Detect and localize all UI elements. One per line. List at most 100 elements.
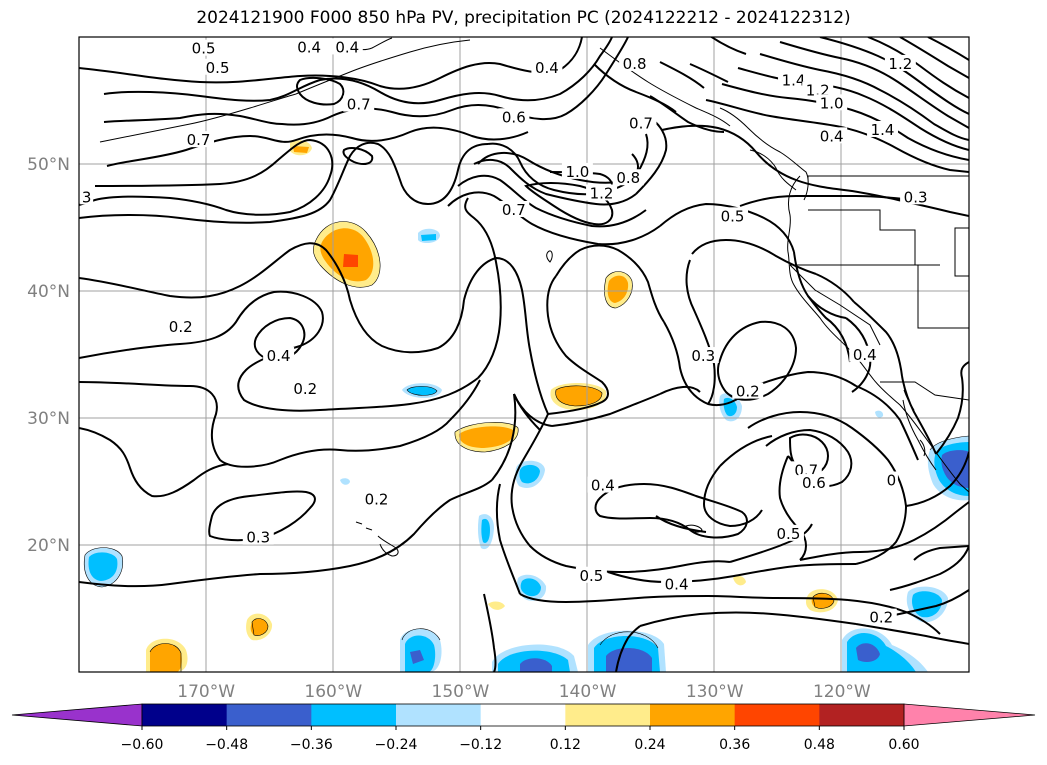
contour-label: 0.7 — [629, 115, 653, 133]
contour-label-halo — [343, 95, 375, 112]
precip-positive-area — [488, 601, 505, 610]
colorbar-segment — [480, 704, 566, 726]
contour-label-halo — [884, 471, 898, 488]
longitude-tick-label: 140°W — [559, 682, 617, 702]
contour-labels: 0.5 0.4 0.40.5 0.40.70.60.70.80.71.0 0.81.20… — [80, 38, 932, 627]
contour-label-halo — [816, 94, 848, 111]
precip-negative-area — [847, 632, 916, 672]
precip-negative-area — [519, 464, 540, 484]
precip-negative-area — [856, 643, 880, 662]
map-title: 2024121900 F000 850 hPa PV, precipitatio… — [196, 8, 851, 28]
latitude-tick-labels: 20°N 30°N 40°N 50°N — [27, 155, 70, 556]
map-content — [79, 37, 969, 672]
longitude-tick-label: 120°W — [813, 682, 871, 702]
contour-label-halo — [165, 317, 197, 334]
precip-negative-area — [723, 397, 737, 417]
contour-label-halo — [687, 347, 719, 364]
contour-label-halo — [575, 566, 607, 583]
precip-positive-area — [150, 643, 182, 672]
precip-positive-area — [811, 593, 834, 609]
colorbar-tick-label: −0.24 — [375, 737, 418, 753]
contour-label-halo — [498, 200, 530, 217]
contour-label-halo — [561, 162, 593, 179]
contour-label-halo — [242, 528, 274, 545]
contour-label: 1.0 — [565, 163, 589, 181]
precip-negative-area — [912, 591, 942, 618]
contour-label: 0.5 — [206, 59, 230, 77]
latitude-tick-label: 50°N — [27, 155, 70, 175]
precip-negative-area — [407, 386, 437, 396]
contour-label-halo — [661, 575, 693, 592]
longitude-tick-label: 170°W — [177, 682, 235, 702]
contour-label-halo — [798, 474, 830, 491]
contour-label-halo — [625, 114, 657, 131]
contour-label: 0.2 — [169, 318, 193, 336]
precipitation-shading — [83, 140, 969, 672]
colorbar-tick-label: 0.60 — [888, 737, 919, 753]
contour-label: 0.4 — [267, 347, 291, 365]
longitude-tick-label: 150°W — [432, 682, 490, 702]
contour-label-halo — [816, 127, 848, 144]
precip-negative-area — [340, 478, 350, 485]
contour-label: 1.4 — [871, 121, 895, 139]
colorbar-segment — [650, 704, 736, 726]
precip-negative-area — [520, 658, 552, 672]
colorbar-segment — [226, 704, 312, 726]
contour-label: 1.0 — [820, 94, 844, 112]
contour-label: 0.4 — [535, 59, 559, 77]
contour-label: 0.5 — [579, 567, 603, 585]
contour-label: 0.7 — [502, 201, 526, 219]
contour-label-halo — [587, 476, 619, 493]
contour-label: 0.4 — [335, 38, 359, 56]
precip-negative-area — [410, 650, 424, 664]
contour-label-halo — [790, 461, 822, 478]
precip-positive-core — [343, 254, 358, 267]
latitude-tick-label: 30°N — [27, 409, 70, 429]
contour-label: 0.3 — [904, 188, 928, 206]
contour-label-halo — [80, 188, 94, 205]
latitude-tick-label: 20°N — [27, 536, 70, 556]
contour-label-halo — [331, 38, 363, 55]
contour-label: 0.2 — [869, 609, 893, 627]
colorbar-segment — [311, 704, 397, 726]
contour-label: 0.2 — [293, 380, 317, 398]
contour-label-halo — [778, 71, 810, 88]
colorbar-tick-label: 0.24 — [634, 737, 665, 753]
contour-label: 0.5 — [721, 207, 745, 225]
contour-label-halo — [612, 169, 644, 186]
contour-label: 0.2 — [365, 491, 389, 509]
contour-label: 0.3 — [691, 347, 715, 365]
contour-label: 0.4 — [591, 477, 615, 495]
precip-positive-area — [458, 426, 515, 448]
precip-positive-area — [733, 575, 746, 586]
contour-label: 0 — [887, 472, 897, 490]
contour-label: 0.3 — [246, 529, 270, 547]
contour-label-halo — [289, 380, 321, 397]
contour-label: 0.8 — [623, 55, 647, 73]
colorbar-tick-label: −0.36 — [290, 737, 333, 753]
precip-negative-area — [520, 578, 541, 597]
contour-label-halo — [900, 188, 932, 205]
contour-label: 0.2 — [736, 383, 760, 401]
colorbar-tick-labels: −0.60 −0.48 −0.36 −0.24 −0.12 0.12 0.24 0.36 0.4… — [121, 726, 920, 753]
contour-label-halo — [884, 54, 916, 71]
precip-negative-area — [421, 234, 436, 241]
contour-label-halo — [802, 81, 834, 98]
contour-label: 0.5 — [777, 525, 801, 543]
contour-label: 0.8 — [616, 169, 640, 187]
colorbar-tick-label: −0.48 — [205, 737, 248, 753]
precip-negative-area — [88, 552, 118, 581]
contour-label-halo — [732, 382, 764, 399]
longitude-tick-label: 160°W — [304, 682, 362, 702]
longitude-tick-label: 130°W — [686, 682, 744, 702]
colorbar-segment — [396, 704, 482, 726]
contour-label-halo — [619, 54, 651, 71]
colorbar-segment — [734, 704, 820, 726]
contour-label-halo — [263, 347, 295, 364]
contour-label: 0.4 — [853, 346, 877, 364]
contour-label-halo — [772, 524, 804, 541]
precip-positive-area — [250, 618, 268, 636]
contour-label-halo — [188, 39, 220, 56]
precip-positive-area — [607, 275, 629, 303]
